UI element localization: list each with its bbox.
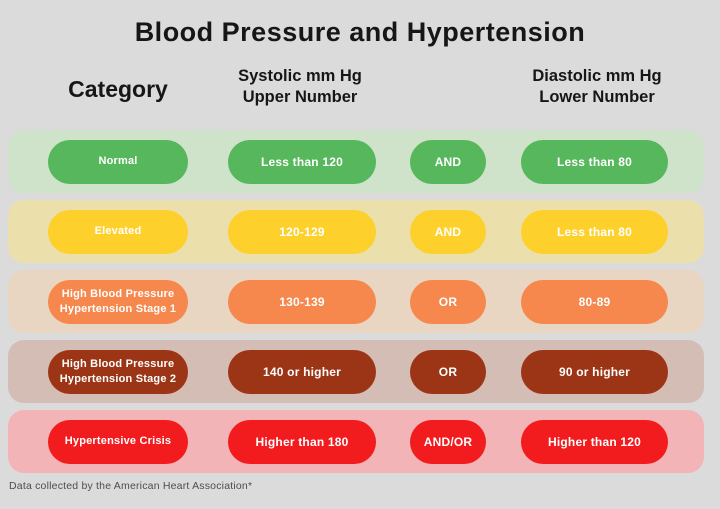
header-systolic-line2: Upper Number bbox=[242, 88, 358, 107]
diastolic-pill: Higher than 120 bbox=[521, 419, 668, 464]
systolic-pill: 130-139 bbox=[228, 279, 376, 324]
row-elevated: Elevated 120-129 AND Less than 80 bbox=[8, 200, 704, 263]
systolic-pill: Less than 120 bbox=[228, 139, 376, 184]
diastolic-pill: Less than 80 bbox=[521, 139, 668, 184]
header-systolic-line1: Systolic mm Hg bbox=[238, 67, 362, 85]
systolic-pill: 120-129 bbox=[228, 209, 376, 254]
header-diastolic: Diastolic mm Hg Lower Number bbox=[502, 66, 692, 109]
diastolic-pill: 80-89 bbox=[521, 279, 668, 324]
connector-pill: OR bbox=[410, 349, 486, 394]
diastolic-pill: Less than 80 bbox=[521, 209, 668, 254]
connector-pill: AND bbox=[410, 139, 486, 184]
header-diastolic-line1: Diastolic mm Hg bbox=[532, 67, 662, 85]
connector-pill: OR bbox=[410, 279, 486, 324]
header-diastolic-line2: Lower Number bbox=[539, 88, 655, 107]
connector-pill: AND/OR bbox=[410, 419, 486, 464]
category-pill: High Blood Pressure Hypertension Stage 1 bbox=[48, 279, 188, 324]
header-category: Category bbox=[68, 76, 168, 102]
category-pill: Hypertensive Crisis bbox=[48, 419, 188, 464]
connector-pill: AND bbox=[410, 209, 486, 254]
category-pill: Elevated bbox=[48, 209, 188, 254]
header-systolic: Systolic mm Hg Upper Number bbox=[205, 66, 395, 109]
category-pill: High Blood Pressure Hypertension Stage 2 bbox=[48, 349, 188, 394]
systolic-pill: 140 or higher bbox=[228, 349, 376, 394]
page-title: Blood Pressure and Hypertension bbox=[134, 17, 586, 47]
row-hypertensive-crisis: Hypertensive Crisis Higher than 180 AND/… bbox=[8, 410, 704, 473]
table-body: Normal Less than 120 AND Less than 80 El… bbox=[0, 130, 720, 473]
row-hypertension-stage-1: High Blood Pressure Hypertension Stage 1… bbox=[8, 270, 704, 333]
source-note: Data collected by the American Heart Ass… bbox=[9, 480, 253, 492]
table-header: Category Systolic mm Hg Upper Number Dia… bbox=[0, 62, 720, 120]
category-pill: Normal bbox=[48, 139, 188, 184]
row-normal: Normal Less than 120 AND Less than 80 bbox=[8, 130, 704, 193]
systolic-pill: Higher than 180 bbox=[228, 419, 376, 464]
row-hypertension-stage-2: High Blood Pressure Hypertension Stage 2… bbox=[8, 340, 704, 403]
diastolic-pill: 90 or higher bbox=[521, 349, 668, 394]
